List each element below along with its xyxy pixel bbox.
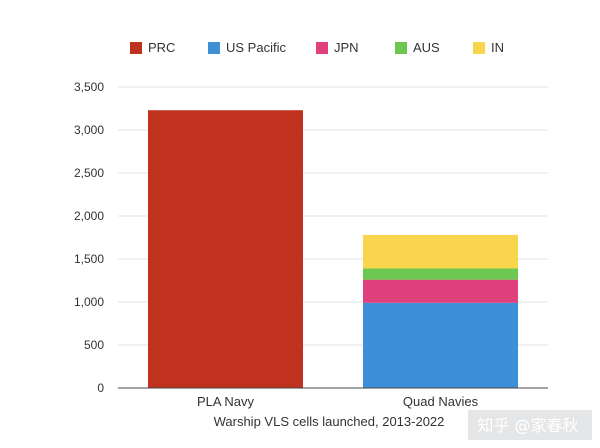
y-tick-label: 2,500 bbox=[74, 166, 104, 180]
bar-quad-navies-in bbox=[363, 234, 518, 269]
x-axis-title: Warship VLS cells launched, 2013-2022 bbox=[214, 414, 445, 429]
bar-quad-navies-jpn bbox=[363, 279, 518, 303]
legend-label: IN bbox=[491, 40, 504, 55]
legend-swatch bbox=[208, 42, 220, 54]
bar-quad-navies-aus bbox=[363, 268, 518, 280]
watermark-text: 知乎 @家春秋 bbox=[477, 416, 578, 435]
y-tick-label: 1,500 bbox=[74, 252, 104, 266]
legend-swatch bbox=[316, 42, 328, 54]
legend-swatch bbox=[473, 42, 485, 54]
y-tick-label: 500 bbox=[84, 338, 104, 352]
y-tick-label: 3,500 bbox=[74, 80, 104, 94]
axes: 0 500 1,000 1,500 2,000 2,500 3,000 3,500 PLA Na… bbox=[74, 80, 548, 409]
watermark-backdrop bbox=[468, 410, 592, 440]
watermark: 知乎 @家春秋 bbox=[468, 410, 592, 440]
legend-label: US Pacific bbox=[226, 40, 286, 55]
y-tick-label: 3,000 bbox=[74, 123, 104, 137]
legend: PRC US Pacific JPN AUS IN bbox=[130, 40, 504, 55]
x-category-label: PLA Navy bbox=[197, 394, 255, 409]
y-tick-label: 0 bbox=[97, 381, 104, 395]
legend-swatch bbox=[130, 42, 142, 54]
legend-swatch bbox=[395, 42, 407, 54]
x-category-label: Quad Navies bbox=[403, 394, 479, 409]
y-tick-label: 2,000 bbox=[74, 209, 104, 223]
legend-label: AUS bbox=[413, 40, 440, 55]
bars bbox=[148, 110, 518, 388]
legend-label: JPN bbox=[334, 40, 359, 55]
bar-quad-navies-us-pacific bbox=[363, 302, 518, 388]
y-tick-label: 1,000 bbox=[74, 295, 104, 309]
legend-label: PRC bbox=[148, 40, 175, 55]
bar-pla-navy-prc bbox=[148, 110, 303, 388]
